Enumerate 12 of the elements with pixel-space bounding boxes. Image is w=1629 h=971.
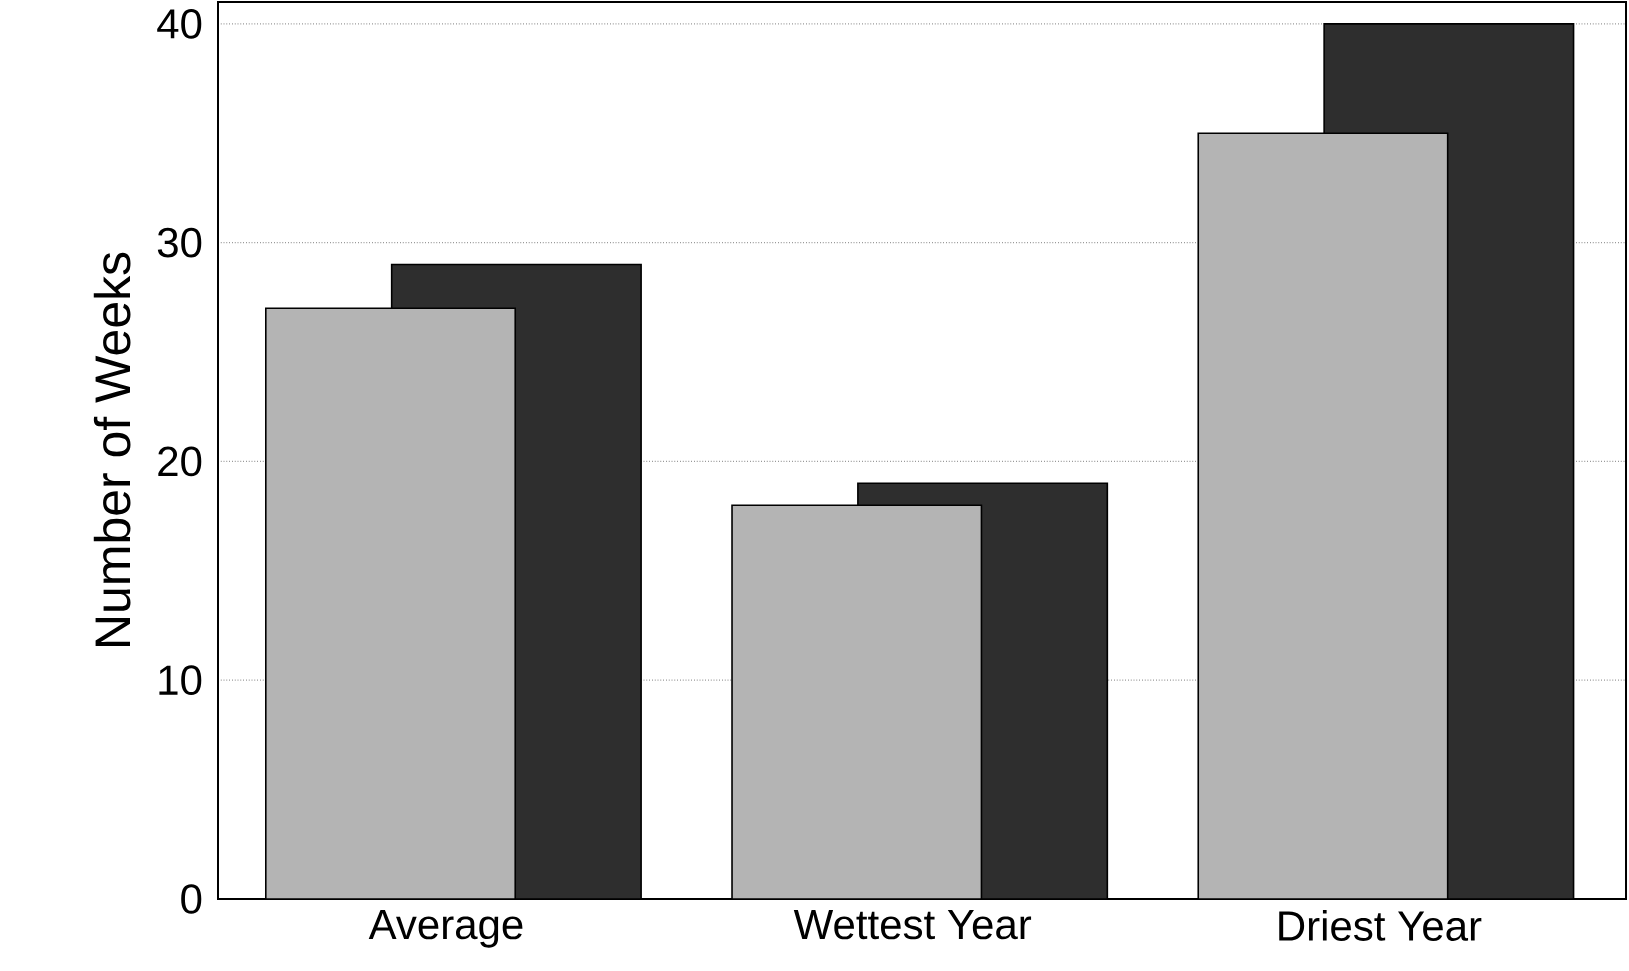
y-tick-label: 0 (181, 884, 202, 914)
y-axis-title: Number of Weeks (93, 252, 131, 646)
x-tick-label: Wettest Year (793, 910, 1032, 940)
y-tick-label: 40 (157, 9, 202, 39)
x-tick-label: Driest Year (1279, 910, 1482, 941)
bar (265, 308, 516, 899)
bar (732, 505, 982, 899)
y-tick-label: 20 (158, 446, 202, 477)
bar (1197, 132, 1449, 899)
y-tick-label: 10 (159, 665, 202, 696)
x-tick-label: Average (368, 910, 523, 948)
y-tick-label: 30 (157, 227, 202, 258)
